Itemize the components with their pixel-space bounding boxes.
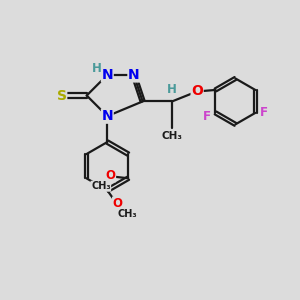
- Text: CH₃: CH₃: [162, 131, 183, 141]
- Text: O: O: [191, 84, 203, 98]
- Text: N: N: [101, 109, 113, 123]
- Text: H: H: [167, 83, 177, 96]
- Text: H: H: [92, 62, 102, 75]
- Text: O: O: [106, 169, 116, 182]
- Text: F: F: [203, 110, 211, 123]
- Text: N: N: [128, 68, 140, 82]
- Text: N: N: [101, 68, 113, 82]
- Text: CH₃: CH₃: [91, 181, 111, 191]
- Text: S: S: [57, 88, 67, 103]
- Text: O: O: [112, 197, 123, 210]
- Text: F: F: [260, 106, 268, 119]
- Text: CH₃: CH₃: [118, 209, 137, 219]
